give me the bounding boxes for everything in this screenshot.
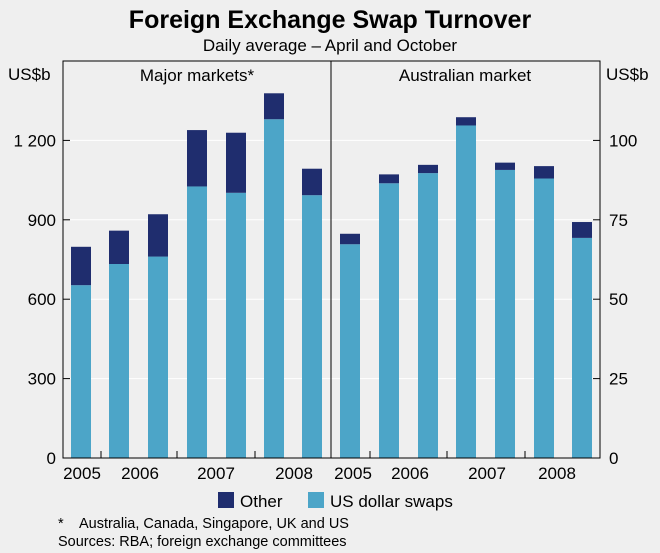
x-tick-label: 2005 — [334, 464, 372, 483]
bar-other — [71, 246, 91, 286]
bar-other — [148, 214, 168, 257]
bar-us-dollar-swaps — [495, 169, 515, 458]
bar-other — [226, 132, 246, 193]
y-tick-label-right: 25 — [609, 370, 628, 389]
y-tick-label-right: 75 — [609, 211, 628, 230]
x-tick-label: 2007 — [197, 464, 235, 483]
x-tick-label: 2007 — [468, 464, 506, 483]
x-tick-label: 2008 — [275, 464, 313, 483]
sources-note: Sources: RBA; foreign exchange committee… — [58, 534, 347, 550]
bars-group — [71, 93, 592, 458]
panel-title-australian: Australian market — [399, 66, 532, 85]
right-axis-unit: US$b — [606, 65, 649, 84]
legend-swatch-other — [218, 492, 234, 508]
bar-other — [264, 93, 284, 120]
bar-us-dollar-swaps — [572, 237, 592, 458]
tick-marks — [63, 139, 600, 459]
bar-other — [456, 117, 476, 126]
legend-label-us-dollar-swaps: US dollar swaps — [330, 492, 453, 511]
bar-other — [572, 222, 592, 238]
x-tick-label: 2006 — [121, 464, 159, 483]
y-tick-label-right: 100 — [609, 131, 637, 150]
footnote: * Australia, Canada, Singapore, UK and U… — [58, 516, 349, 532]
bar-other — [340, 233, 360, 245]
chart-title: Foreign Exchange Swap Turnover — [129, 6, 532, 34]
bar-us-dollar-swaps — [264, 119, 284, 458]
bar-other — [534, 166, 554, 179]
bar-other — [109, 230, 129, 264]
y-tick-label-left: 300 — [28, 370, 56, 389]
bar-us-dollar-swaps — [148, 256, 168, 458]
bar-us-dollar-swaps — [418, 173, 438, 458]
y-tick-label-right: 50 — [609, 290, 628, 309]
bar-us-dollar-swaps — [109, 263, 129, 458]
bar-us-dollar-swaps — [379, 183, 399, 458]
x-tick-label: 2006 — [391, 464, 429, 483]
bar-us-dollar-swaps — [302, 195, 322, 458]
y-tick-label-left: 1 200 — [13, 131, 56, 150]
legend: Other US dollar swaps — [218, 492, 453, 511]
x-tick-label: 2005 — [63, 464, 101, 483]
legend-swatch-us-dollar-swaps — [308, 492, 324, 508]
bar-us-dollar-swaps — [340, 244, 360, 458]
y-tick-labels: 0 300 600 900 1 200 0 25 50 75 100 — [13, 131, 637, 468]
y-tick-label-left: 0 — [47, 449, 56, 468]
bar-us-dollar-swaps — [71, 285, 91, 458]
bar-us-dollar-swaps — [534, 178, 554, 458]
bar-other — [302, 168, 322, 196]
bar-other — [495, 162, 515, 170]
panel-title-major: Major markets* — [140, 66, 255, 85]
left-axis-unit: US$b — [8, 65, 51, 84]
y-tick-label-left: 900 — [28, 211, 56, 230]
x-tick-label: 2008 — [538, 464, 576, 483]
bar-other — [418, 164, 438, 174]
bar-other — [379, 174, 399, 184]
bar-us-dollar-swaps — [456, 125, 476, 458]
y-tick-label-left: 600 — [28, 290, 56, 309]
y-tick-label-right: 0 — [609, 449, 618, 468]
bar-us-dollar-swaps — [187, 186, 207, 458]
bar-other — [187, 130, 207, 187]
bar-us-dollar-swaps — [226, 192, 246, 458]
chart-subtitle: Daily average – April and October — [203, 36, 458, 55]
x-tick-labels: 2005 2006 2007 2008 2005 2006 2007 2008 — [63, 464, 576, 483]
legend-label-other: Other — [240, 492, 283, 511]
